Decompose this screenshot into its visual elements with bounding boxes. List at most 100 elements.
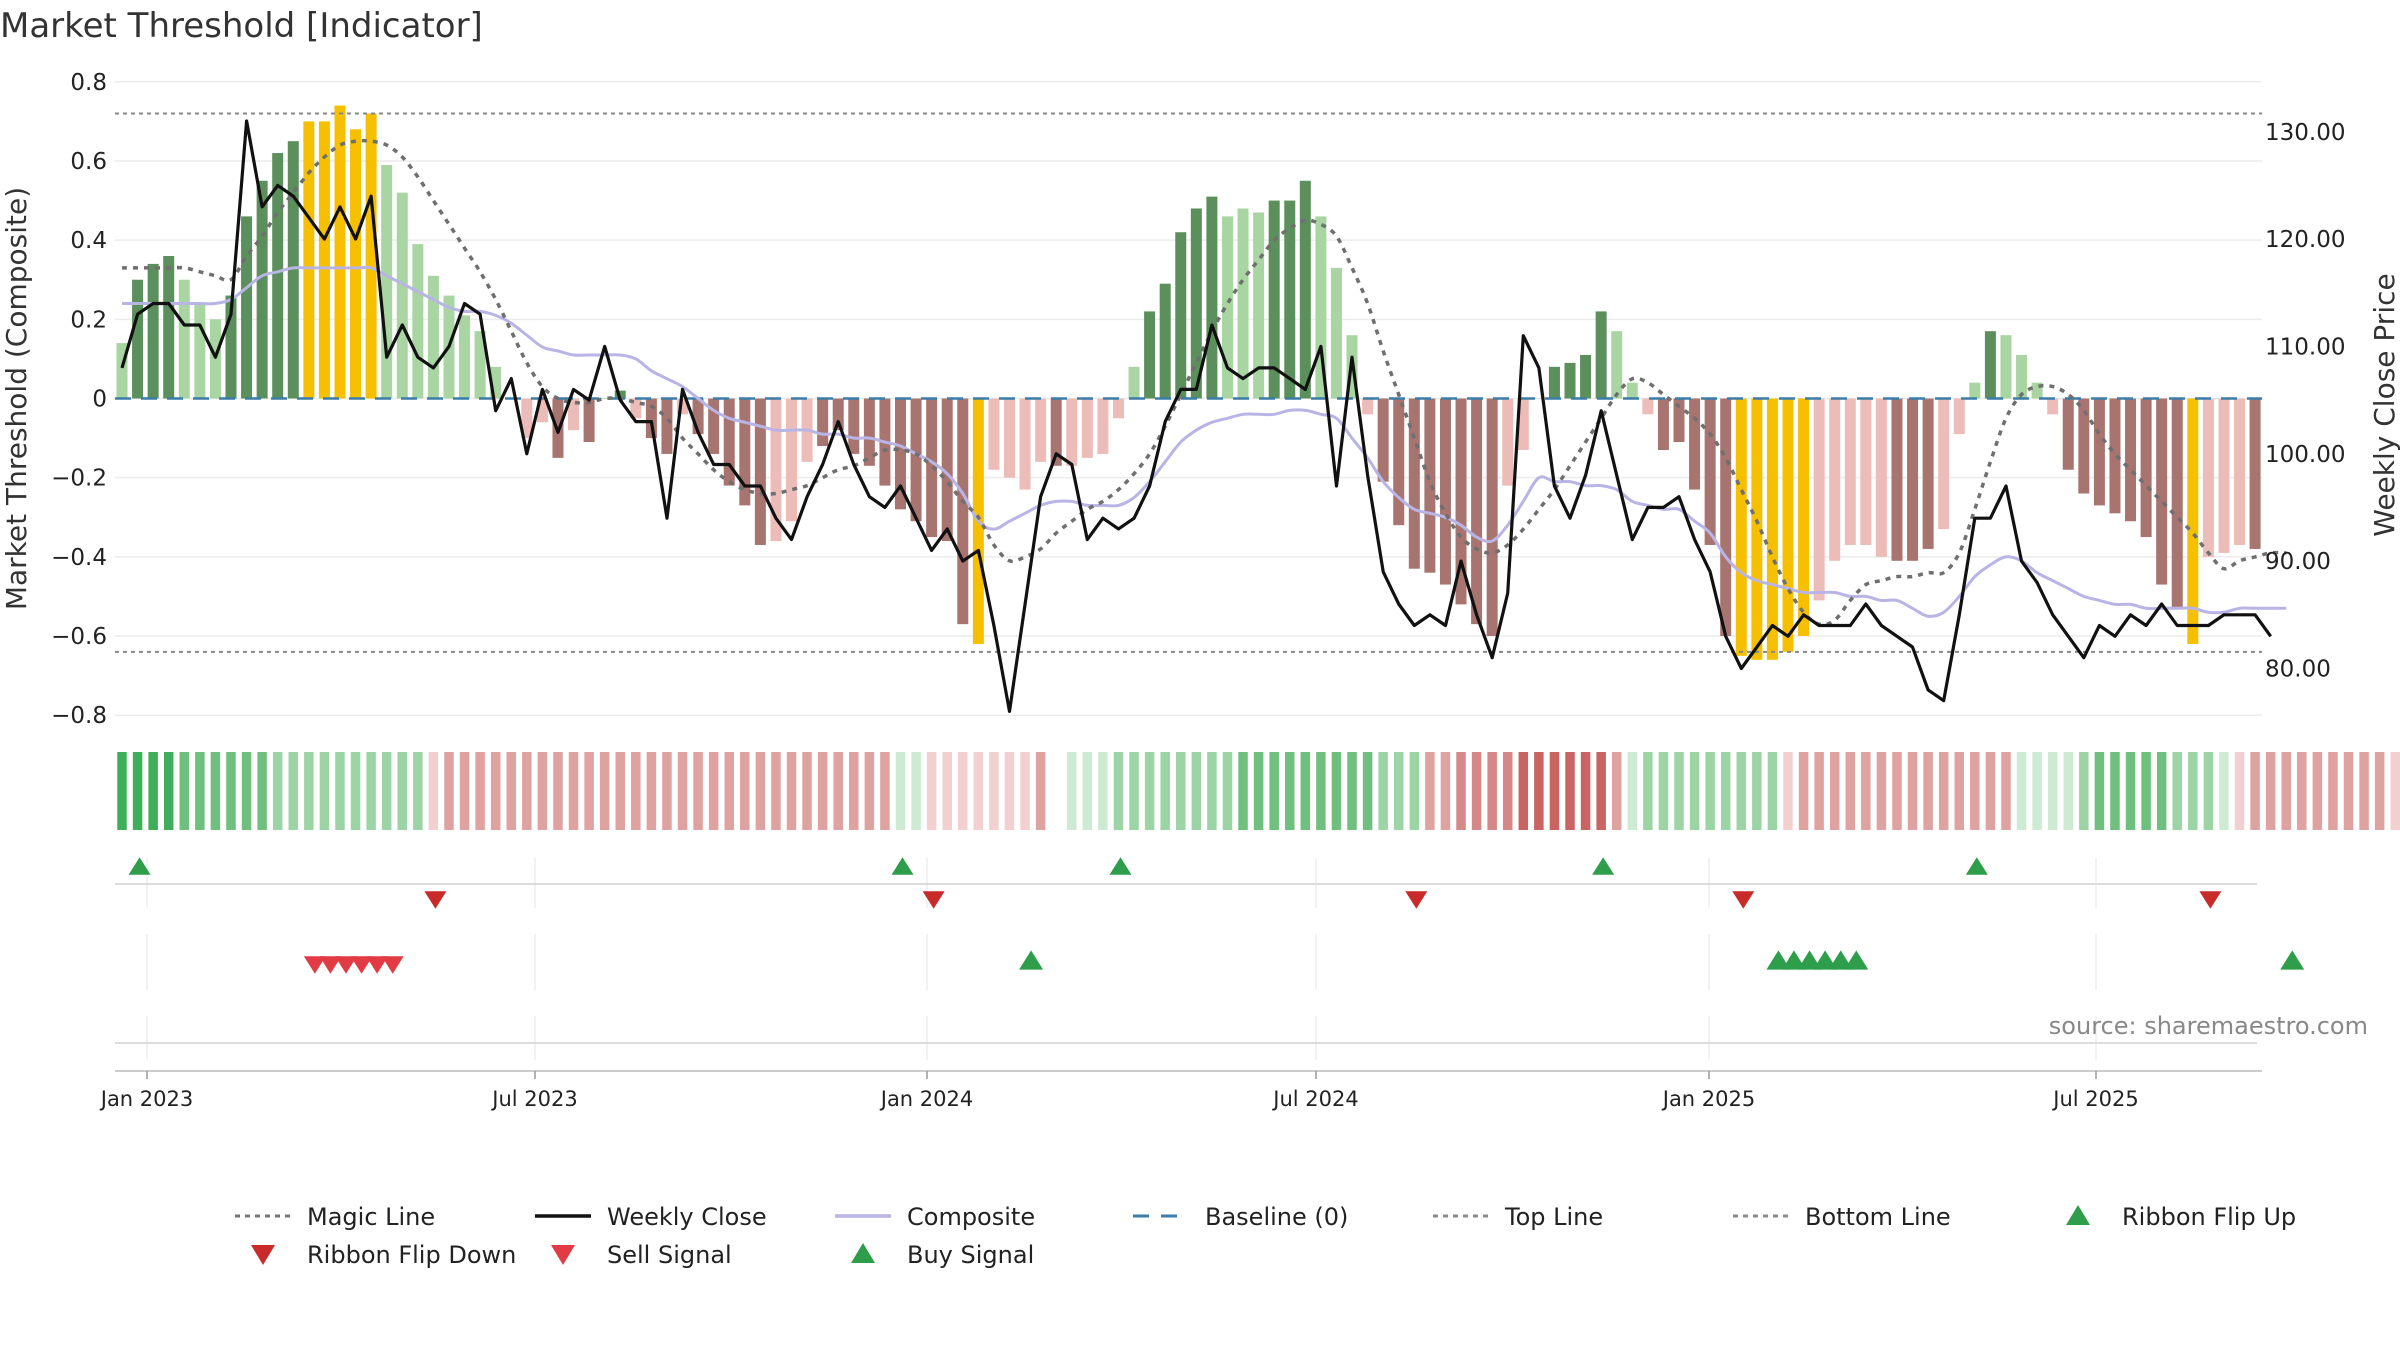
composite-bar — [786, 398, 798, 522]
ribbon-segment — [1269, 752, 1279, 830]
ribbon-segment — [1238, 752, 1248, 830]
ribbon-segment — [1253, 752, 1264, 830]
composite-bar — [739, 398, 751, 506]
composite-bar — [163, 255, 175, 399]
composite-bar — [1081, 398, 1093, 458]
ribbon-flip-down-marker — [922, 891, 945, 909]
ribbon-segment — [1611, 752, 1622, 830]
composite-bar — [2202, 398, 2214, 557]
composite-bar — [1626, 382, 1638, 399]
composite-bar — [2234, 398, 2246, 545]
buy-signal-marker — [1813, 950, 1838, 970]
ribbon-segment — [833, 752, 843, 830]
buy-signal-marker — [1797, 950, 1822, 970]
ribbon-segment — [1892, 752, 1902, 830]
composite-bar — [178, 279, 190, 399]
composite-bar — [2140, 398, 2152, 538]
composite-bar — [1673, 398, 1685, 443]
legend: Magic Line Weekly Close Composite Baseline … — [235, 1203, 2296, 1269]
ribbon-segment — [2063, 752, 2073, 830]
ribbon-segment — [677, 752, 688, 830]
composite-bar — [194, 303, 206, 399]
ribbon-segment — [2328, 752, 2338, 830]
ribbon-segment — [459, 752, 470, 830]
ribbon-segment — [381, 752, 392, 830]
composite-bar — [1798, 398, 1810, 637]
ribbon-segment — [1861, 752, 1871, 830]
composite-bar — [1097, 398, 1109, 454]
ribbon-segment — [693, 752, 703, 830]
composite-bar — [1408, 398, 1420, 569]
ribbon-segment — [1378, 752, 1388, 830]
ribbon-flip-up-marker — [891, 857, 914, 875]
ribbon-segment — [2234, 752, 2245, 830]
ribbon-segment — [226, 752, 236, 830]
ribbon-segment — [615, 752, 625, 830]
legend-label: Bottom Line — [1805, 1203, 1951, 1231]
ribbon-segment — [1393, 752, 1404, 830]
composite-bar — [677, 398, 689, 415]
ribbon-layer — [117, 752, 2400, 830]
ribbon-segment — [1549, 752, 1560, 830]
composite-bar — [1471, 398, 1483, 625]
ribbon-flip-up-marker — [1592, 857, 1615, 875]
ribbon-segment — [1067, 752, 1077, 830]
x-axis-layer: Jan 2023 Jul 2023 Jan 2024 Jul 2024 Jan 2025… — [99, 1070, 2262, 1111]
composite-bar — [2031, 382, 2043, 399]
buy-signal-marker — [2280, 950, 2305, 970]
legend-label: Top Line — [1504, 1203, 1603, 1231]
ribbon-segment — [195, 752, 205, 830]
ribbon-segment — [366, 752, 376, 830]
ribbon-segment — [973, 752, 984, 830]
composite-bar — [2109, 398, 2121, 514]
ribbon-segment — [2141, 752, 2151, 830]
legend-label: Buy Signal — [907, 1241, 1034, 1269]
ribbon-segment — [802, 752, 812, 830]
composite-bar — [2078, 398, 2090, 494]
ribbon-segment — [179, 752, 190, 830]
ribbon-segment — [1643, 752, 1653, 830]
buy-signal-marker — [1781, 950, 1806, 970]
composite-bar — [2000, 335, 2012, 399]
sell-signal-marker — [334, 956, 357, 974]
axis-layer: 0.8 0.6 0.4 0.2 0 −0.2 −0.4 −0.6 −0.8 130.00 120.0… — [0, 70, 2400, 729]
sell-signal-marker — [350, 956, 373, 974]
ribbon-segment — [413, 752, 423, 830]
ribbon-segment — [490, 752, 501, 830]
composite-bar — [1580, 354, 1592, 399]
ribbon-segment — [584, 752, 594, 830]
ribbon-segment — [1409, 752, 1420, 830]
signals-layer — [115, 857, 2305, 1060]
ribbon-segment — [1705, 752, 1715, 830]
ribbon-segment — [506, 752, 516, 830]
ribbon-segment — [2203, 752, 2214, 830]
composite-bar — [350, 129, 362, 399]
ribbon-segment — [1876, 752, 1887, 830]
composite-bar — [1439, 398, 1451, 585]
composite-bar — [1922, 398, 1934, 549]
ribbon-segment — [958, 752, 968, 830]
ribbon-segment — [2297, 752, 2307, 830]
ribbon-segment — [210, 752, 221, 830]
ribbon-segment — [1580, 752, 1591, 830]
ribbon-segment — [989, 752, 999, 830]
ribbon-flip-down-marker — [1405, 891, 1428, 909]
ribbon-segment — [926, 752, 937, 830]
composite-bar — [1844, 398, 1856, 545]
source-credit: source: sharemaestro.com — [2049, 1012, 2368, 1040]
ribbon-segment — [2390, 752, 2400, 830]
ribbon-segment — [397, 752, 408, 830]
ribbon-segment — [1129, 752, 1139, 830]
composite-bar — [941, 398, 953, 542]
composite-bar — [396, 192, 408, 399]
composite-bar — [365, 113, 377, 399]
composite-bar — [1035, 398, 1047, 462]
composite-bar — [1704, 398, 1716, 545]
ribbon-segment — [1985, 752, 1996, 830]
ribbon-segment — [1814, 752, 1824, 830]
ribbon-flip-down-marker — [1732, 891, 1755, 909]
y-tick-label: −0.2 — [51, 466, 107, 492]
y-axis-label: Market Threshold (Composite) — [0, 187, 33, 610]
